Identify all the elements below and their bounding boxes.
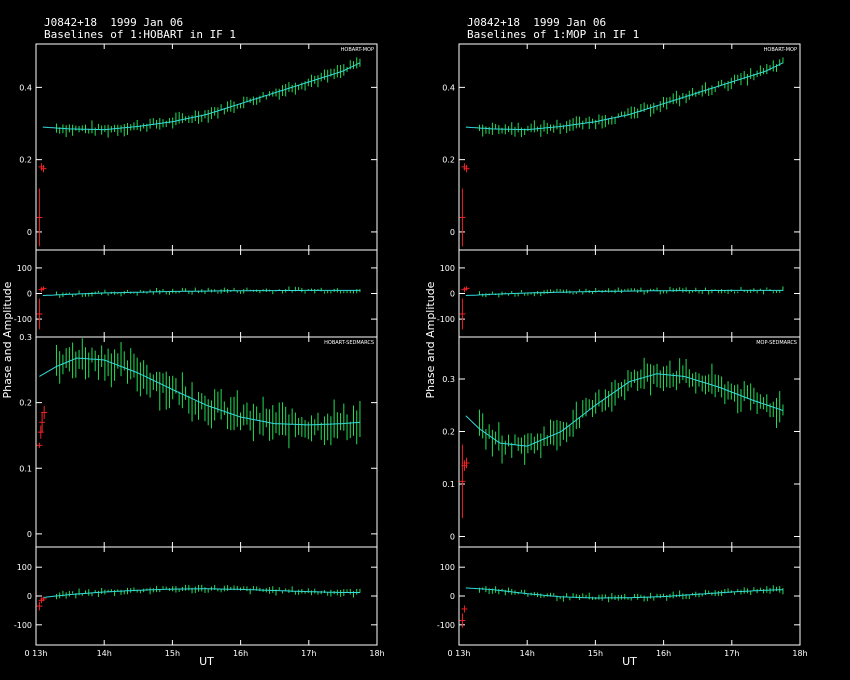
y-tick-label: 0: [450, 592, 455, 601]
y-tick-label: -100: [14, 621, 32, 630]
model-curve: [39, 357, 360, 426]
y-tick-label: 0.4: [19, 83, 32, 92]
model-curve: [465, 373, 784, 447]
y-axis-label: Phase and Amplitude: [1, 281, 14, 398]
y-tick-label: 0.2: [442, 156, 455, 165]
x-tick-label: 16h: [233, 649, 248, 658]
y-tick-label: 0.2: [442, 428, 455, 437]
x-tick-label: 17h: [724, 649, 739, 658]
figure-frame: [35, 43, 378, 646]
x-axis-label: UT: [622, 655, 637, 668]
y-tick-label: -100: [437, 621, 455, 630]
baseline-label: HOBART-MOP: [764, 47, 797, 53]
model-curve: [42, 62, 361, 131]
y-tick-label: 0.1: [442, 480, 455, 489]
x-tick-label: 14h: [520, 649, 535, 658]
x-tick-label: 0 13h: [25, 649, 48, 658]
x-tick-label: 15h: [588, 649, 603, 658]
y-tick-label: 0: [450, 533, 455, 542]
y-tick-label: 0.2: [19, 156, 32, 165]
x-tick-label: 18h: [792, 649, 807, 658]
x-tick-label: 14h: [97, 649, 112, 658]
y-tick-label: 100: [17, 264, 32, 273]
y-tick-label: 0: [450, 228, 455, 237]
model-curve: [465, 62, 784, 131]
model-curve: [465, 289, 783, 296]
y-tick-label: 0.1: [19, 464, 32, 473]
model-curve: [465, 587, 783, 599]
y-tick-label: 0: [27, 290, 32, 299]
y-axis-label: Phase and Amplitude: [424, 281, 437, 398]
x-tick-label: 18h: [369, 649, 384, 658]
model-curve: [42, 588, 360, 598]
y-tick-label: 0: [27, 228, 32, 237]
y-tick-label: 0.3: [442, 375, 455, 384]
figure-subtitle-left: Baselines of 1:HOBART in IF 1: [44, 28, 237, 41]
y-tick-label: -100: [14, 315, 32, 324]
x-tick-label: 15h: [165, 649, 180, 658]
baseline-label: MOP-SEDMARCS: [756, 340, 797, 346]
y-tick-label: -100: [437, 315, 455, 324]
y-tick-label: 0.4: [442, 83, 455, 92]
figure-title-left: J0842+18 1999 Jan 06: [44, 16, 184, 29]
figure-subtitle-right: Baselines of 1:MOP in IF 1: [467, 28, 640, 41]
baseline-label: HOBART-SEDMARCS: [324, 340, 374, 346]
x-tick-label: 0 13h: [448, 649, 471, 658]
y-tick-label: 0: [27, 530, 32, 539]
x-tick-label: 16h: [656, 649, 671, 658]
model-curve: [42, 289, 360, 296]
figure-title-right: J0842+18 1999 Jan 06: [467, 16, 607, 29]
y-tick-label: 0: [27, 592, 32, 601]
figure-frame: [458, 43, 801, 646]
y-tick-label: 0: [450, 290, 455, 299]
y-tick-label: 100: [440, 264, 455, 273]
y-tick-label: 100: [17, 563, 32, 572]
x-tick-label: 17h: [301, 649, 316, 658]
y-tick-label: 100: [440, 563, 455, 572]
baseline-label: HOBART-MOP: [341, 47, 374, 53]
x-axis-label: UT: [199, 655, 214, 668]
y-tick-label: 0.2: [19, 399, 32, 408]
y-tick-label: 0.3: [19, 333, 32, 342]
